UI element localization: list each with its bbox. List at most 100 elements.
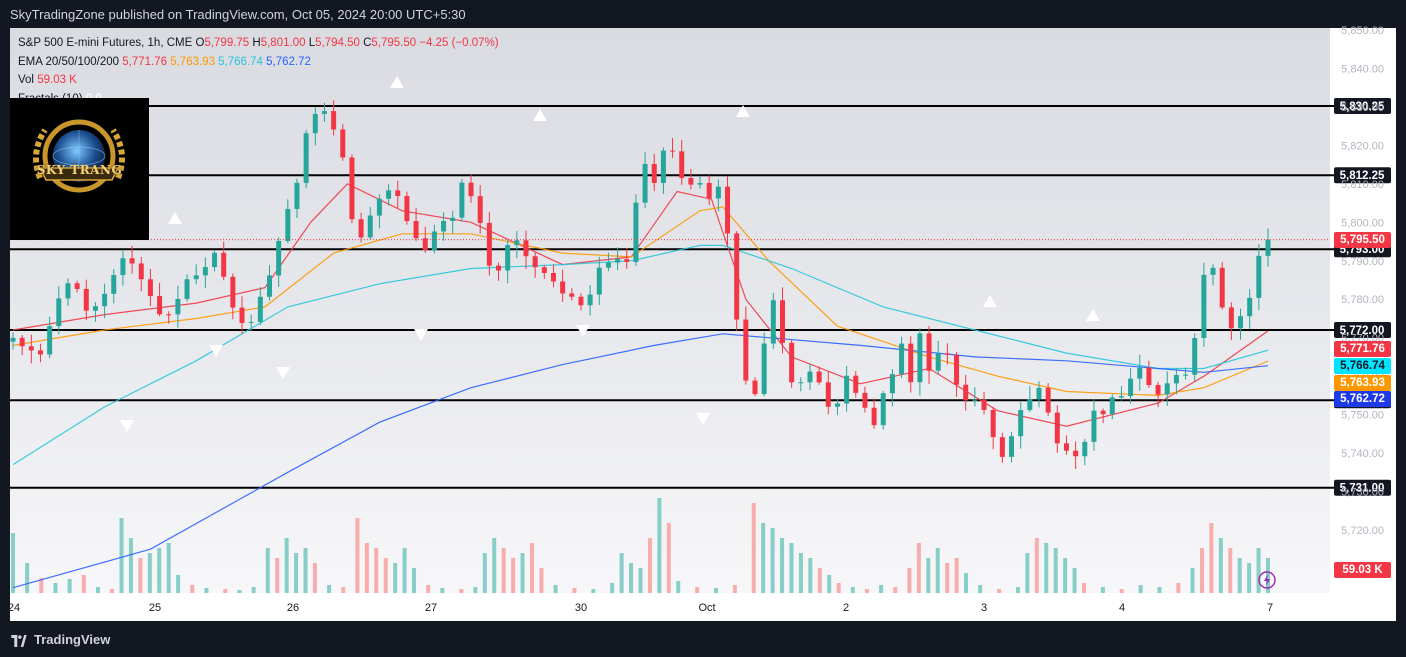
flash-icon[interactable] [1258,571,1276,589]
candle-body [321,111,327,114]
candle-body [770,300,776,344]
fractal-markers [120,76,1100,432]
price-axis[interactable]: 5,830.255,812.255,793.005,772.005,753.75… [1334,25,1391,537]
candle-body [541,267,547,273]
fractal-up-marker [390,76,404,88]
volume-bar [473,587,478,593]
volume-bar [237,590,242,593]
legend-ema-label: EMA 20/50/100/200 [18,55,120,68]
candle-body [523,240,529,257]
legend-vol-row[interactable]: Vol 59.03 K [18,71,499,90]
candle-body [1027,399,1033,411]
candle-body [276,240,282,276]
volume-bar [1218,538,1223,593]
footer-bar: TradingView [0,624,1406,657]
legend-ema200: 5,762.72 [266,55,311,68]
candle-body [1155,385,1161,395]
candle-body [972,399,978,401]
candle-body [1247,297,1253,317]
legend-low: 5,794.50 [315,37,360,49]
volume-bar [572,588,577,593]
candle-body [193,275,199,280]
volume-bar [1138,585,1143,593]
candle-body [102,293,108,307]
candle-body [477,196,483,223]
candle-body [47,326,53,355]
volume-bars [11,498,1270,593]
volume-bar [1072,568,1077,593]
volume-bar [402,548,407,593]
volume-bar [1247,563,1252,593]
candle-body [413,221,419,239]
candle-body [990,409,996,438]
volume-bar [426,585,431,593]
volume-bar [808,558,813,593]
volume-bar [492,538,497,593]
volume-bar [355,518,360,593]
volume-bar [1119,589,1124,593]
volume-bar [695,587,700,593]
candle-body [1100,410,1106,415]
candle-body [486,222,492,266]
volume-bar [1044,543,1049,593]
candle-body [926,333,932,371]
volume-bar [383,558,388,593]
candle-body [441,220,447,232]
candle-body [1082,441,1088,457]
candle-body [908,343,914,383]
candle-body [83,288,89,311]
candle-body [899,343,905,375]
x-tick-label: 3 [981,602,987,614]
volume-bar [732,585,737,593]
x-tick-label: 2 [843,602,849,614]
volume-bar [412,568,417,593]
volume-bar [1199,548,1204,593]
candle-body [221,252,227,277]
volume-bar [893,587,898,593]
candle-body [1183,374,1189,376]
volume-bar [553,585,558,593]
candle-body [862,392,868,408]
volume-bar [629,563,634,593]
tradingview-brand[interactable]: TradingView [10,632,110,647]
volume-bar [128,538,133,593]
volume-bar [1237,558,1242,593]
x-tick-label: 24 [8,602,20,614]
legend-c-label: C [363,37,372,49]
candle-body [1009,436,1015,457]
candle-body [367,215,373,238]
candle-body [184,279,190,299]
candle-body [954,354,960,385]
candle-body [1118,396,1124,398]
ema200-tag: 5,762.72 [1334,391,1391,407]
ema50-tag: 5,763.93 [1334,375,1391,391]
candle-body [532,256,538,268]
legend-symbol[interactable]: S&P 500 E-mini Futures, 1h, CME [18,37,193,49]
candle-body [202,267,208,276]
publisher-line: SkyTradingZone published on TradingView.… [10,7,466,22]
legend-ema-row[interactable]: EMA 20/50/100/200 5,771.76 5,763.93 5,76… [18,53,499,72]
candle-body [816,371,822,383]
candle-body [1256,255,1262,298]
candle-body [1054,412,1060,444]
candle-body [944,353,950,355]
candle-body [358,219,364,238]
candle-body [1063,443,1069,451]
candle-body [1146,367,1152,386]
time-axis[interactable]: 24 25 26 27 30 Oct 2 3 4 7 [8,602,1273,614]
candle-body [129,258,135,264]
volume-bar [393,563,398,593]
volume-bar [1228,548,1233,593]
candle-body [1192,338,1198,375]
legend-vol-label: Vol [18,74,34,86]
volume-bar [770,528,775,593]
candle-body [496,265,502,271]
volume-bar [11,533,15,593]
volume-bar [610,583,615,593]
brand-logo: SKY TRANG [10,98,149,240]
candle-body [175,298,181,315]
candle-body [386,190,392,199]
candle-body [789,342,795,383]
candle-body [340,129,346,158]
